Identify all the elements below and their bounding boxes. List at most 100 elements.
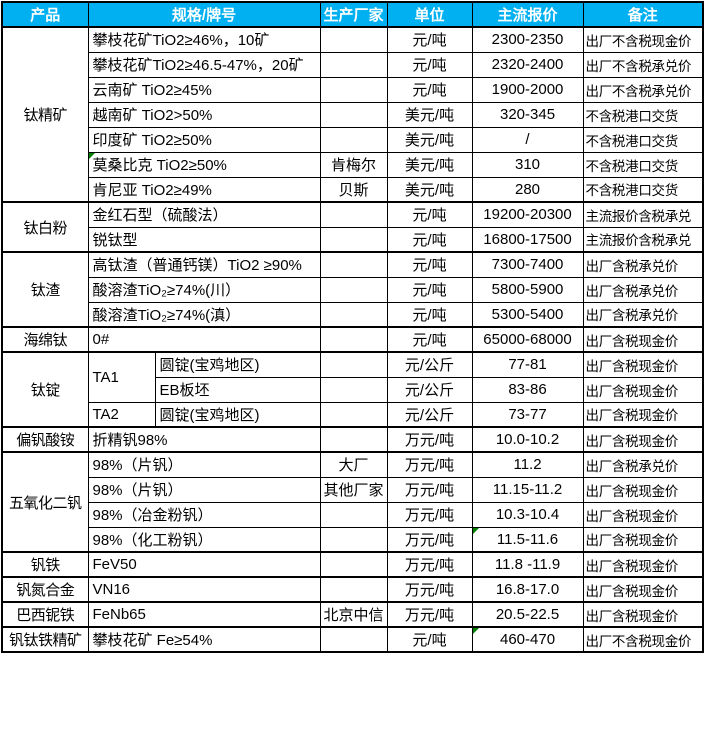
note-cell[interactable]: 出厂不含税现金价 <box>582 26 704 53</box>
unit-cell[interactable]: 万元/吨 <box>386 501 473 528</box>
unit-cell[interactable]: 元/吨 <box>386 276 473 303</box>
unit-cell[interactable]: 万元/吨 <box>386 476 473 503</box>
note-cell[interactable]: 出厂不含税现金价 <box>582 626 704 653</box>
price-cell[interactable]: / <box>471 126 584 153</box>
spec-cell[interactable]: 98%（片钒） <box>87 476 321 503</box>
product-cell[interactable]: 钒氮合金 <box>1 576 89 603</box>
note-cell[interactable]: 出厂含税现金价 <box>582 376 704 403</box>
product-cell[interactable]: 钛精矿 <box>1 26 89 203</box>
spec-cell[interactable]: FeNb65 <box>87 601 321 628</box>
unit-cell[interactable]: 万元/吨 <box>386 551 473 578</box>
maker-cell[interactable]: 大厂 <box>319 451 388 478</box>
spec-cell[interactable]: 攀枝花矿TiO2≥46%，10矿 <box>87 26 321 53</box>
price-cell[interactable]: 10.3-10.4 <box>471 501 584 528</box>
unit-cell[interactable]: 美元/吨 <box>386 151 473 178</box>
product-cell[interactable]: 巴西铌铁 <box>1 601 89 628</box>
note-cell[interactable]: 出厂含税现金价 <box>582 326 704 353</box>
spec-grade-cell[interactable]: TA2 <box>87 401 156 428</box>
maker-cell[interactable]: 肯梅尔 <box>319 151 388 178</box>
spec-cell[interactable]: 98%（片钒） <box>87 451 321 478</box>
price-cell[interactable]: 1900-2000 <box>471 76 584 103</box>
maker-cell[interactable] <box>319 126 388 153</box>
price-cell[interactable]: 16800-17500 <box>471 226 584 253</box>
product-cell[interactable]: 海绵钛 <box>1 326 89 353</box>
note-cell[interactable]: 出厂不含税承兑价 <box>582 76 704 103</box>
price-cell[interactable]: 11.8 -11.9 <box>471 551 584 578</box>
maker-cell[interactable]: 贝斯 <box>319 176 388 203</box>
maker-cell[interactable]: 其他厂家 <box>319 476 388 503</box>
maker-cell[interactable] <box>319 26 388 53</box>
spec-cell[interactable]: VN16 <box>87 576 321 603</box>
unit-cell[interactable]: 美元/吨 <box>386 101 473 128</box>
unit-cell[interactable]: 元/吨 <box>386 201 473 228</box>
unit-cell[interactable]: 万元/吨 <box>386 451 473 478</box>
price-cell[interactable]: 7300-7400 <box>471 251 584 278</box>
maker-cell[interactable] <box>319 501 388 528</box>
note-cell[interactable]: 出厂含税现金价 <box>582 551 704 578</box>
spec-cell[interactable]: 莫桑比克 TiO2≥50% <box>87 151 321 178</box>
maker-cell[interactable]: 北京中信 <box>319 601 388 628</box>
spec-cell[interactable]: 越南矿 TiO2>50% <box>87 101 321 128</box>
spec-cell[interactable]: 折精钒98% <box>87 426 321 453</box>
unit-cell[interactable]: 元/吨 <box>386 226 473 253</box>
price-cell[interactable]: 65000-68000 <box>471 326 584 353</box>
column-header-5[interactable]: 主流报价 <box>471 1 584 28</box>
unit-cell[interactable]: 元/公斤 <box>386 401 473 428</box>
note-cell[interactable]: 出厂含税现金价 <box>582 476 704 503</box>
unit-cell[interactable]: 元/公斤 <box>386 376 473 403</box>
unit-cell[interactable]: 元/吨 <box>386 26 473 53</box>
unit-cell[interactable]: 万元/吨 <box>386 526 473 553</box>
note-cell[interactable]: 出厂含税现金价 <box>582 601 704 628</box>
spec-cell[interactable]: 98%（冶金粉钒） <box>87 501 321 528</box>
spec-cell[interactable]: 肯尼亚 TiO2≥49% <box>87 176 321 203</box>
price-cell[interactable]: 19200-20300 <box>471 201 584 228</box>
unit-cell[interactable]: 美元/吨 <box>386 176 473 203</box>
note-cell[interactable]: 出厂含税承兑价 <box>582 251 704 278</box>
note-cell[interactable]: 出厂含税承兑价 <box>582 301 704 328</box>
spec-cell[interactable]: 酸溶渣TiO₂≥74%(滇） <box>87 301 321 328</box>
note-cell[interactable]: 出厂不含税承兑价 <box>582 51 704 78</box>
product-cell[interactable]: 钒钛铁精矿 <box>1 626 89 653</box>
note-cell[interactable]: 出厂含税现金价 <box>582 576 704 603</box>
maker-cell[interactable] <box>319 251 388 278</box>
maker-cell[interactable] <box>319 401 388 428</box>
unit-cell[interactable]: 元/吨 <box>386 326 473 353</box>
price-cell[interactable]: 280 <box>471 176 584 203</box>
price-cell[interactable]: 77-81 <box>471 351 584 378</box>
unit-cell[interactable]: 万元/吨 <box>386 601 473 628</box>
note-cell[interactable]: 出厂含税现金价 <box>582 526 704 553</box>
unit-cell[interactable]: 元/公斤 <box>386 351 473 378</box>
note-cell[interactable]: 出厂含税现金价 <box>582 401 704 428</box>
price-cell[interactable]: 320-345 <box>471 101 584 128</box>
maker-cell[interactable] <box>319 526 388 553</box>
spec-cell[interactable]: 酸溶渣TiO₂≥74%(川） <box>87 276 321 303</box>
note-cell[interactable]: 出厂含税承兑价 <box>582 451 704 478</box>
spec-cell[interactable]: 攀枝花矿TiO2≥46.5-47%，20矿 <box>87 51 321 78</box>
maker-cell[interactable] <box>319 551 388 578</box>
note-cell[interactable]: 不含税港口交货 <box>582 101 704 128</box>
unit-cell[interactable]: 元/吨 <box>386 301 473 328</box>
price-cell[interactable]: 310 <box>471 151 584 178</box>
price-cell[interactable]: 2300-2350 <box>471 26 584 53</box>
unit-cell[interactable]: 元/吨 <box>386 251 473 278</box>
note-cell[interactable]: 出厂含税现金价 <box>582 426 704 453</box>
spec-cell[interactable]: 0# <box>87 326 321 353</box>
price-cell[interactable]: 5300-5400 <box>471 301 584 328</box>
price-cell[interactable]: 16.8-17.0 <box>471 576 584 603</box>
spec-cell[interactable]: 锐钛型 <box>87 226 321 253</box>
maker-cell[interactable] <box>319 201 388 228</box>
price-cell[interactable]: 11.15-11.2 <box>471 476 584 503</box>
spec-cell[interactable]: 金红石型（硫酸法） <box>87 201 321 228</box>
note-cell[interactable]: 出厂含税现金价 <box>582 501 704 528</box>
spec-cell[interactable]: 高钛渣（普通钙镁）TiO2 ≥90% <box>87 251 321 278</box>
spec-form-cell[interactable]: 圆锭(宝鸡地区) <box>154 401 321 428</box>
unit-cell[interactable]: 美元/吨 <box>386 126 473 153</box>
maker-cell[interactable] <box>319 226 388 253</box>
spec-form-cell[interactable]: EB板坯 <box>154 376 321 403</box>
unit-cell[interactable]: 元/吨 <box>386 76 473 103</box>
price-cell[interactable]: 83-86 <box>471 376 584 403</box>
product-cell[interactable]: 钛锭 <box>1 351 89 428</box>
column-header-4[interactable]: 单位 <box>386 1 473 28</box>
unit-cell[interactable]: 万元/吨 <box>386 576 473 603</box>
column-header-1[interactable]: 产品 <box>1 1 89 28</box>
